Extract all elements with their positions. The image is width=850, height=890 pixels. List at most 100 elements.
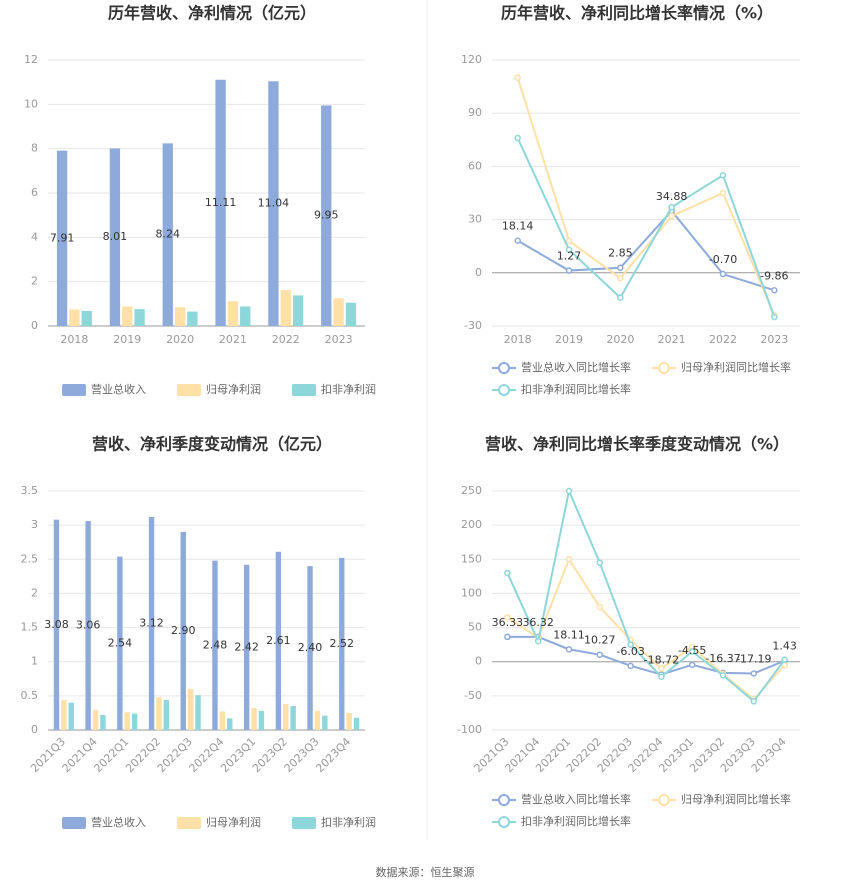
bar bbox=[68, 702, 74, 730]
legend-label: 归母净利润 bbox=[206, 382, 261, 396]
data-label: 2.90 bbox=[171, 624, 196, 637]
data-label: -16.37 bbox=[705, 652, 740, 665]
data-label: 2.40 bbox=[298, 641, 323, 654]
y-tick-label: 6 bbox=[31, 186, 38, 199]
data-label: 36.32 bbox=[522, 616, 554, 629]
bar bbox=[187, 689, 194, 730]
bar bbox=[174, 307, 186, 326]
point bbox=[565, 267, 573, 274]
bar bbox=[280, 290, 291, 326]
legend-label: 归母净利润同比增长率 bbox=[681, 792, 791, 806]
y-tick-label: 100 bbox=[461, 586, 482, 599]
bar bbox=[109, 148, 121, 326]
bar bbox=[69, 309, 80, 326]
point bbox=[688, 661, 696, 669]
data-label: 2.52 bbox=[330, 637, 355, 650]
point bbox=[668, 212, 675, 220]
y-tick-label: 200 bbox=[461, 518, 482, 531]
data-label: 1.27 bbox=[557, 250, 582, 263]
point bbox=[719, 172, 727, 179]
bar bbox=[187, 311, 198, 326]
point bbox=[771, 313, 778, 321]
line bbox=[506, 487, 786, 703]
line bbox=[506, 557, 786, 701]
x-tick-label: 2023 bbox=[760, 333, 788, 346]
chart-title: 营收、净利季度变动情况（亿元） bbox=[92, 435, 332, 454]
bar bbox=[268, 81, 279, 326]
bar bbox=[195, 695, 201, 730]
point bbox=[771, 287, 778, 294]
y-tick-label: 0.5 bbox=[21, 689, 39, 702]
legend-label: 营业总收入同比增长率 bbox=[521, 360, 631, 374]
data-label: -18.72 bbox=[644, 653, 679, 666]
point bbox=[719, 189, 727, 197]
data-label: -4.55 bbox=[678, 644, 706, 657]
point bbox=[627, 641, 634, 648]
point bbox=[565, 487, 573, 495]
y-tick-label: 12 bbox=[24, 53, 38, 66]
data-label: 8.01 bbox=[103, 230, 128, 243]
y-tick-label: 0 bbox=[31, 723, 38, 736]
y-tick-label: 30 bbox=[468, 213, 482, 226]
legend-marker bbox=[498, 384, 510, 396]
bar bbox=[100, 714, 106, 730]
point bbox=[617, 294, 624, 301]
legend-label: 营业总收入 bbox=[91, 382, 146, 396]
y-tick-label: 3 bbox=[31, 518, 38, 531]
bar bbox=[333, 298, 344, 326]
point bbox=[514, 237, 521, 244]
bar bbox=[251, 708, 257, 730]
point bbox=[668, 203, 675, 211]
point bbox=[617, 274, 624, 282]
legend-swatch bbox=[62, 817, 86, 829]
data-label: -0.70 bbox=[709, 253, 737, 266]
bar bbox=[353, 717, 360, 730]
bar bbox=[345, 302, 357, 326]
x-tick-label: 2022 bbox=[272, 333, 300, 346]
point bbox=[504, 633, 511, 641]
point bbox=[514, 74, 521, 81]
bar bbox=[148, 516, 155, 730]
bar bbox=[339, 557, 345, 730]
bar bbox=[307, 566, 313, 730]
legend-label: 归母净利润同比增长率 bbox=[681, 360, 791, 374]
bar bbox=[215, 79, 226, 326]
y-tick-label: 90 bbox=[468, 106, 482, 119]
data-label: 2.42 bbox=[234, 640, 259, 653]
bar bbox=[292, 295, 304, 326]
legend-label: 扣非净利润同比增长率 bbox=[521, 382, 631, 396]
legend-marker bbox=[658, 362, 670, 374]
bar bbox=[346, 712, 352, 730]
y-tick-label: 60 bbox=[468, 159, 482, 172]
bar bbox=[81, 310, 92, 326]
data-label: 11.11 bbox=[205, 196, 237, 209]
line bbox=[507, 635, 785, 676]
bar bbox=[156, 697, 162, 730]
y-tick-label: 10 bbox=[24, 97, 38, 110]
bar bbox=[163, 699, 170, 730]
point bbox=[565, 556, 573, 563]
legend-label: 营业总收入 bbox=[91, 815, 146, 829]
data-label: -17.19 bbox=[736, 652, 771, 665]
point bbox=[504, 614, 511, 621]
point bbox=[596, 559, 604, 566]
x-tick-label: 2020 bbox=[606, 333, 634, 346]
point bbox=[565, 237, 573, 245]
data-label: -9.86 bbox=[760, 269, 788, 282]
bar bbox=[117, 556, 123, 730]
legend-marker bbox=[498, 794, 510, 806]
point bbox=[750, 698, 758, 705]
x-tick-label: 2023 bbox=[325, 333, 353, 346]
data-label: 7.91 bbox=[50, 231, 75, 244]
bar bbox=[314, 710, 321, 730]
x-tick-label: 2021 bbox=[219, 333, 247, 346]
y-tick-label: 2.5 bbox=[21, 552, 39, 565]
y-tick-label: -30 bbox=[464, 319, 482, 332]
y-tick-label: 150 bbox=[461, 552, 482, 565]
bar bbox=[56, 150, 68, 326]
x-tick-label: 2021 bbox=[658, 333, 686, 346]
bar bbox=[275, 551, 282, 730]
bar bbox=[92, 710, 99, 730]
y-tick-label: 0 bbox=[31, 319, 38, 332]
point bbox=[596, 603, 604, 611]
